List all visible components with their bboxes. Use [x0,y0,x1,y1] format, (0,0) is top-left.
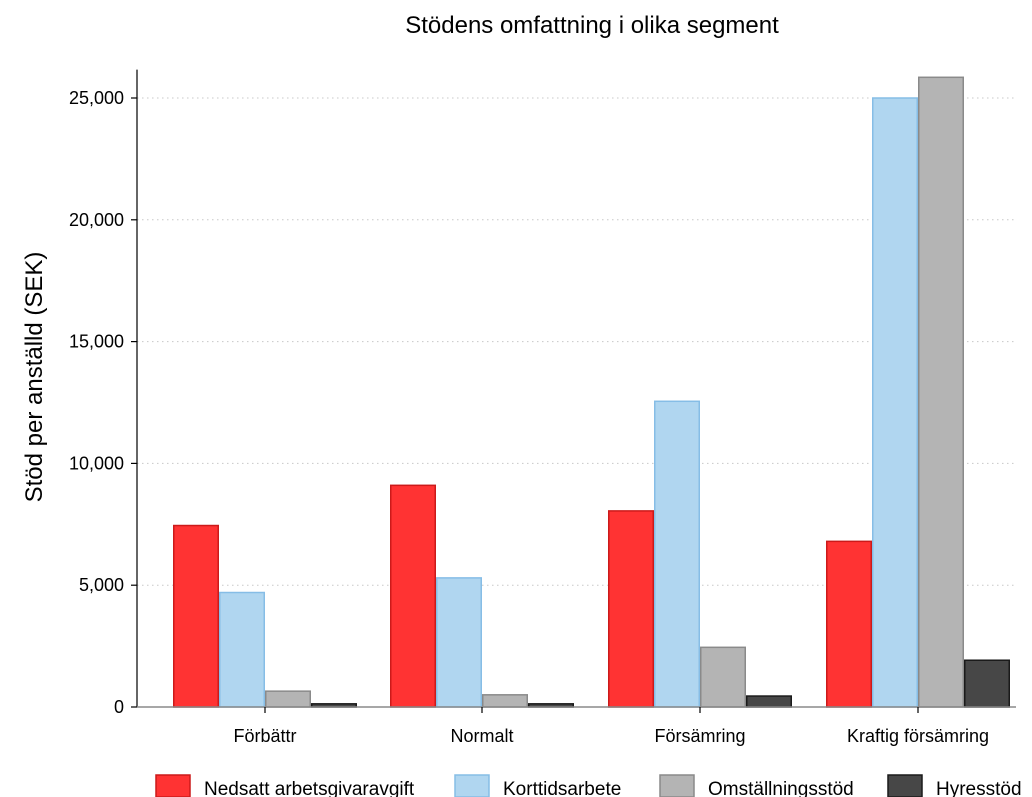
x-axis-ticks: Förbättr Normalt Försämring Kraftig försämr… [233,707,989,746]
y-axis-label: Stöd per anställd (SEK) [21,252,48,503]
y-tick-label: 5,000 [79,575,124,595]
bar-omst-llningsst-d-3 [918,76,964,708]
bar-hyresst-d-2 [746,695,792,708]
legend-swatch [454,774,490,797]
legend-label: Hyresstöd [936,779,1022,797]
bar-omst-llningsst-d-2 [700,646,746,708]
legend: Nedsatt arbetsgivaravgift Korttidsarbete O… [155,774,1022,797]
bar-nedsatt-arbetsgivaravgift-0 [173,524,219,708]
y-axis-ticks: 0 5,000 10,000 15,000 20,000 25,000 [69,88,137,717]
gridlines [137,97,1016,586]
bar-korttidsarbete-1 [436,577,482,708]
y-tick-label: 25,000 [69,88,124,108]
bar-korttidsarbete-3 [872,97,918,708]
legend-swatch [887,774,923,797]
legend-label: Korttidsarbete [503,779,621,797]
axes [136,69,1016,708]
legend-swatch [659,774,695,797]
bar-korttidsarbete-2 [654,400,700,708]
y-tick-label: 20,000 [69,210,124,230]
x-tick-label: Försämring [654,726,745,746]
x-tick-label: Förbättr [233,726,296,746]
legend-label: Omställningsstöd [708,779,854,797]
x-tick-label: Normalt [450,726,513,746]
chart-title: Stödens omfattning i olika segment [405,12,779,39]
y-tick-label: 0 [114,697,124,717]
x-tick-label: Kraftig försämring [847,726,989,746]
y-tick-label: 15,000 [69,332,124,352]
y-tick-label: 10,000 [69,453,124,473]
bar-nedsatt-arbetsgivaravgift-3 [826,540,872,708]
bar-omst-llningsst-d-0 [265,690,311,708]
bar-nedsatt-arbetsgivaravgift-1 [390,484,436,708]
bar-hyresst-d-3 [964,659,1010,708]
legend-swatch [155,774,191,797]
bars [173,76,1010,708]
bar-korttidsarbete-0 [219,591,265,708]
legend-label: Nedsatt arbetsgivaravgift [204,779,415,797]
bar-nedsatt-arbetsgivaravgift-2 [608,510,654,708]
bar-omst-llningsst-d-1 [482,694,528,708]
